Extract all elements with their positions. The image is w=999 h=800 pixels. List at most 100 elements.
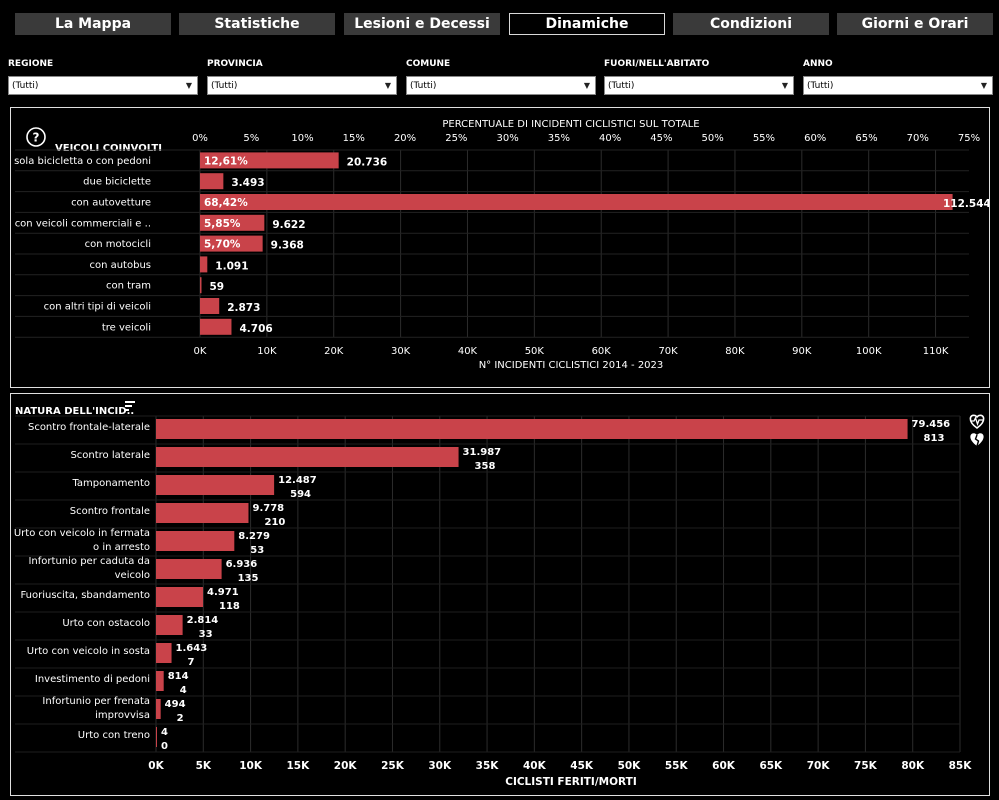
chart-natura-incidente[interactable]: NATURA DELL'INCID.. Scontro frontale-late… [11, 394, 989, 795]
x-tick-label: 30K [428, 760, 452, 772]
filter-value-regione: (Tutti) [12, 80, 39, 91]
x-tick-label: 85K [949, 760, 973, 772]
category-label: o in arresto [93, 542, 150, 553]
bar-deaths-label: 7 [188, 657, 195, 668]
filter-select-abitato[interactable]: (Tutti) ▼ [604, 76, 794, 95]
bar [200, 214, 265, 231]
x-axis-label: N° INCIDENTI CICLISTICI 2014 - 2023 [479, 360, 664, 371]
x-tick-label: 20K [324, 346, 344, 357]
help-icon-glyph: ? [33, 131, 40, 145]
x-tick-label: 45K [570, 760, 594, 772]
filter-select-comune[interactable]: (Tutti) ▼ [406, 76, 596, 95]
bar-deaths-label: 53 [250, 545, 264, 556]
filter-label-provincia: PROVINCIA [207, 59, 263, 69]
top-tick-label: 60% [804, 133, 826, 144]
dropdown-arrow-icon: ▼ [185, 81, 192, 90]
filter-select-anno[interactable]: (Tutti) ▼ [803, 76, 993, 95]
x-tick-label: 75K [854, 760, 878, 772]
bar-deaths-label: 4 [180, 685, 187, 696]
category-label: Infortunio per caduta da [28, 556, 150, 567]
category-label: con tram [106, 281, 151, 292]
filter-select-regione[interactable]: (Tutti) ▼ [8, 76, 198, 95]
category-label: Scontro laterale [70, 450, 150, 461]
tab-la-mappa[interactable]: La Mappa [15, 13, 171, 35]
bar-value-label: 9.622 [272, 219, 305, 231]
bar [200, 173, 224, 190]
x-tick-label: 100K [856, 346, 882, 357]
category-label: Scontro frontale-laterale [28, 422, 150, 433]
pulse-line [971, 416, 983, 426]
bar-deaths-label: 210 [264, 517, 285, 528]
x-tick-label: 110K [923, 346, 949, 357]
bar-value-label: 9.368 [271, 240, 304, 252]
category-label: con autobus [89, 260, 151, 271]
category-label: Urto con treno [78, 730, 150, 741]
category-label: con altri tipi di veicoli [44, 302, 151, 313]
heart-crack [974, 434, 980, 447]
chart-panel-veicoli: ? VEICOLI COINVOLTI PERCENTUALE DI INCIDEN… [10, 107, 990, 388]
top-tick-label: 30% [496, 133, 518, 144]
x-tick-label: 80K [725, 346, 745, 357]
bar [200, 298, 220, 314]
bar [156, 419, 908, 439]
category-label: tre veicoli [102, 322, 151, 333]
bar-value-label: 3.493 [231, 177, 264, 189]
category-label: Investimento di pedoni [35, 674, 150, 685]
filter-value-comune: (Tutti) [410, 80, 437, 91]
tab-lesioni-e-decessi[interactable]: Lesioni e Decessi [344, 13, 500, 35]
x-tick-label: 0K [194, 346, 207, 357]
x-tick-label: 90K [792, 346, 812, 357]
category-label: Tamponamento [71, 478, 150, 489]
x-tick-label: 65K [759, 760, 783, 772]
bar [156, 503, 249, 523]
bar-deaths-label: 135 [238, 573, 259, 584]
tab-dinamiche[interactable]: Dinamiche [509, 13, 665, 35]
top-axis-label: PERCENTUALE DI INCIDENTI CICLISTICI SUL … [442, 119, 699, 130]
filter-value-anno: (Tutti) [807, 80, 834, 91]
tab-condizioni[interactable]: Condizioni [673, 13, 829, 35]
x-axis-label: CICLISTI FERITI/MORTI [505, 776, 637, 788]
x-tick-label: 0K [148, 760, 164, 772]
chart-panel-natura: NATURA DELL'INCID.. Scontro frontale-late… [10, 393, 990, 796]
bar [156, 699, 161, 719]
tab-statistiche[interactable]: Statistiche [179, 13, 335, 35]
bar-value-label: 8.279 [238, 531, 270, 542]
bar [200, 277, 202, 294]
chart-veicoli-coinvolti[interactable]: ? VEICOLI COINVOLTI PERCENTUALE DI INCIDEN… [11, 108, 989, 387]
filter-label-comune: COMUNE [406, 59, 451, 69]
top-tick-label: 45% [650, 133, 672, 144]
category-label: sola bicicletta o con pedoni [14, 156, 151, 167]
question-circle-icon: ? [26, 127, 46, 147]
tab-giorni-e-orari[interactable]: Giorni e Orari [837, 13, 993, 35]
bar [156, 615, 183, 635]
top-tick-label: 55% [753, 133, 775, 144]
top-tick-label: 0% [192, 133, 208, 144]
chart-title: VEICOLI COINVOLTI [55, 143, 162, 154]
x-tick-label: 70K [658, 346, 678, 357]
filter-select-provincia[interactable]: (Tutti) ▼ [207, 76, 397, 95]
bar [156, 587, 204, 607]
bar-value-label: 4.706 [239, 323, 272, 335]
x-tick-label: 60K [592, 346, 612, 357]
filter-label-regione: REGIONE [8, 59, 54, 69]
bar-value-label: 6.936 [226, 559, 258, 570]
sort-icon-line [125, 405, 132, 407]
x-tick-label: 40K [458, 346, 478, 357]
x-tick-label: 35K [476, 760, 500, 772]
dropdown-arrow-icon: ▼ [583, 81, 590, 90]
bar-deaths-label: 813 [924, 433, 945, 444]
bar [156, 559, 222, 579]
bar-deaths-label: 358 [475, 461, 496, 472]
bar [156, 475, 275, 495]
filter-value-abitato: (Tutti) [608, 80, 635, 91]
heart-outline [969, 414, 985, 429]
bar-deaths-label: 33 [199, 629, 213, 640]
top-tick-label: 40% [599, 133, 621, 144]
bar-percent-label: 5,85% [204, 218, 241, 230]
category-label: Urto con veicolo in sosta [27, 646, 150, 657]
category-label: veicolo [115, 570, 150, 581]
bar-deaths-label: 0 [161, 741, 168, 752]
bar-value-label: 79.456 [912, 419, 951, 430]
bar-value-label: 31.987 [463, 447, 502, 458]
broken-heart-icon [970, 433, 984, 447]
